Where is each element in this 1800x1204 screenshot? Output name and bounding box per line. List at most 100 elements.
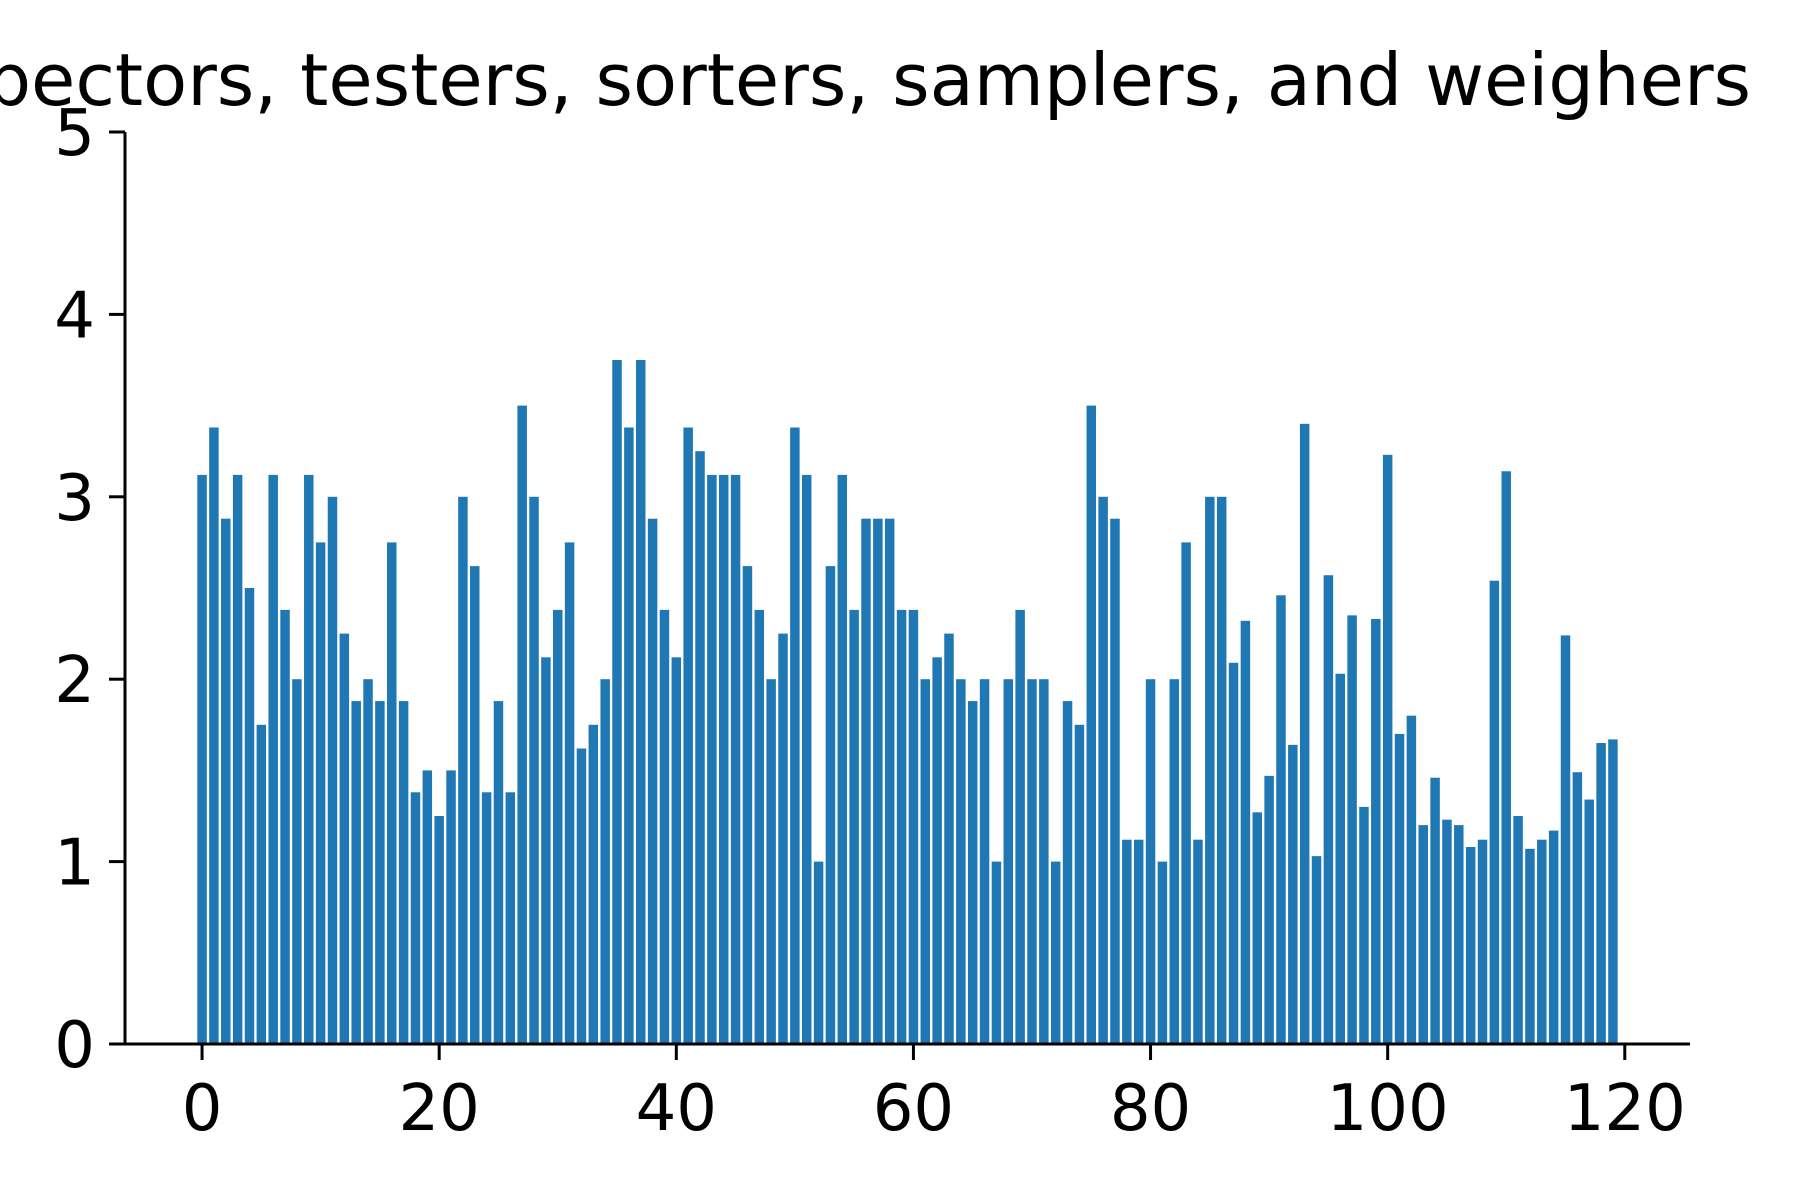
y-tick-label: 4 [54,279,95,353]
bar [956,679,966,1044]
bar [1335,673,1345,1044]
bar [1347,615,1357,1044]
bar [434,816,444,1044]
bar [481,792,492,1044]
bar [1205,496,1215,1044]
bar [1288,744,1298,1044]
y-tick-label: 0 [54,1009,95,1083]
bar [1027,679,1037,1044]
bar [873,518,883,1044]
bar [493,701,504,1044]
bar [707,474,717,1044]
bar [505,792,516,1044]
bar [304,474,314,1044]
bar [315,542,326,1044]
bar [232,474,243,1044]
x-tick-label: 20 [398,1072,479,1146]
bar [446,770,456,1044]
bar [1359,806,1369,1044]
bar [813,861,824,1044]
bar [470,566,480,1044]
bar [458,496,468,1044]
bar [1311,856,1322,1044]
bar [861,518,871,1044]
bar [529,496,539,1044]
bar [1323,575,1334,1044]
bar [410,792,421,1044]
y-tick-label: 3 [54,462,95,536]
bar [991,861,1002,1044]
bar [695,451,705,1044]
bar [908,609,919,1044]
bar [327,496,338,1044]
bar [1276,595,1286,1044]
bar [1133,839,1144,1044]
bar [576,748,587,1044]
bar [387,542,397,1044]
bar [801,474,812,1044]
bar [209,427,219,1044]
bar [979,679,990,1044]
bar [1145,679,1156,1044]
x-tick-label: 40 [636,1072,717,1146]
bar [1596,743,1606,1044]
bar [849,609,859,1044]
y-tick-label: 2 [54,644,95,718]
bar [1584,799,1594,1044]
bar [268,474,278,1044]
x-tick-label: 80 [1110,1072,1191,1146]
bar [1442,819,1452,1044]
x-tick-label: 60 [873,1072,954,1146]
bar [244,588,255,1044]
bar [1454,825,1464,1044]
bar [742,566,753,1044]
bar [1240,620,1251,1044]
bar [730,474,741,1044]
bar [1264,775,1274,1044]
bar [1382,454,1393,1045]
bar [600,679,610,1044]
bar [1098,496,1108,1044]
bar [612,360,622,1044]
bar [1489,580,1500,1044]
bar [1371,619,1381,1044]
bars-group [197,360,1618,1045]
bar [221,518,231,1044]
bar [636,360,646,1044]
bar [1548,830,1559,1044]
bar [351,701,361,1044]
y-axis-ticks: 0 1 2 3 4 5 [54,97,125,1083]
bar [1418,825,1428,1044]
bar [1086,405,1097,1045]
bar [825,566,836,1044]
bar [624,427,634,1044]
bar [1110,518,1120,1044]
bar [778,633,788,1044]
x-tick-label: 100 [1327,1072,1449,1146]
bar [1299,423,1310,1045]
y-tick-label: 5 [54,97,95,171]
x-axis-ticks: 0 20 40 60 80 100 120 [182,1044,1686,1146]
bar [564,542,575,1044]
bar [422,770,433,1044]
bar [1003,679,1014,1044]
bar [1560,635,1571,1044]
bar [375,701,385,1044]
bar [1465,847,1476,1044]
bar [1062,701,1073,1044]
bar [1537,839,1547,1044]
chart-title: Inspectors, testers, sorters, samplers, … [0,38,1751,122]
bar [790,427,800,1044]
y-tick-label: 1 [54,827,95,901]
bar [292,679,302,1044]
bar [1252,812,1262,1044]
bar [1525,848,1535,1044]
bar [339,633,350,1044]
bar [256,724,267,1044]
bar [541,657,551,1044]
bar [1216,496,1227,1044]
bar [1181,542,1191,1044]
bar [1193,839,1203,1044]
bar [659,609,670,1044]
